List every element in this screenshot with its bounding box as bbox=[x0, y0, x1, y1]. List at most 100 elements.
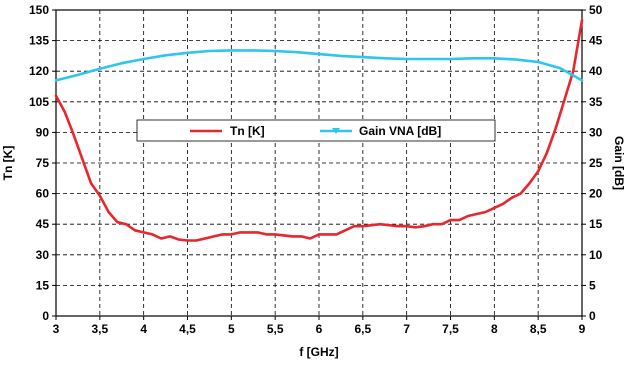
data-point-gain bbox=[537, 61, 540, 63]
y-right-tick-label: 20 bbox=[589, 187, 603, 201]
data-point-tn bbox=[283, 234, 285, 237]
data-point-gain bbox=[361, 56, 364, 58]
data-point-tn bbox=[493, 207, 496, 209]
data-point-gain bbox=[559, 67, 561, 69]
data-point-tn bbox=[502, 202, 504, 205]
y-right-tick-label: 45 bbox=[589, 34, 603, 48]
data-point-tn bbox=[230, 233, 233, 236]
y-right-tick-label: 10 bbox=[589, 248, 603, 262]
data-point-tn bbox=[98, 194, 101, 197]
data-point-tn bbox=[204, 237, 206, 240]
data-point-tn bbox=[300, 235, 303, 238]
data-point-tn bbox=[90, 182, 92, 185]
y-left-tick-label: 135 bbox=[29, 34, 49, 48]
data-point-tn bbox=[160, 237, 163, 240]
data-point-gain bbox=[55, 79, 57, 82]
y-left-tick-label: 90 bbox=[36, 125, 50, 139]
data-point-gain bbox=[405, 58, 408, 60]
legend-label-gain: Gain VNA [dB] bbox=[359, 124, 441, 138]
y-right-tick-label: 25 bbox=[589, 156, 603, 170]
y-right-tick-label: 0 bbox=[589, 309, 596, 323]
data-point-tn bbox=[467, 215, 469, 217]
x-axis-title: f [GHz] bbox=[299, 345, 338, 359]
data-point-tn bbox=[414, 226, 417, 229]
data-point-gain bbox=[142, 58, 145, 60]
y-left-tick-label: 120 bbox=[29, 64, 49, 78]
data-point-gain bbox=[493, 57, 496, 60]
data-point-tn bbox=[397, 225, 399, 228]
data-point-gain bbox=[252, 49, 255, 52]
y-right-tick-label: 35 bbox=[589, 95, 603, 109]
data-point-tn bbox=[519, 192, 522, 195]
data-point-tn bbox=[309, 237, 312, 240]
data-point-tn bbox=[63, 111, 66, 113]
data-point-tn bbox=[291, 235, 294, 238]
data-point-gain bbox=[427, 58, 430, 60]
data-point-tn bbox=[572, 70, 575, 73]
data-point-tn bbox=[151, 233, 154, 236]
data-point-tn bbox=[458, 219, 461, 222]
data-point-gain bbox=[77, 74, 79, 76]
data-point-gain bbox=[98, 67, 101, 70]
data-point-tn bbox=[248, 231, 250, 234]
data-point-tn bbox=[353, 225, 355, 228]
data-point-tn bbox=[212, 235, 215, 238]
y-axis-right-title: Gain [dB] bbox=[612, 136, 625, 190]
data-point-tn bbox=[116, 221, 119, 224]
data-point-tn bbox=[335, 233, 338, 236]
data-point-tn bbox=[55, 94, 57, 97]
x-tick-label: 7 bbox=[403, 322, 410, 336]
data-point-tn bbox=[537, 170, 540, 173]
data-point-tn bbox=[318, 233, 320, 236]
y-right-tick-label: 50 bbox=[589, 3, 603, 17]
data-point-gain bbox=[471, 57, 474, 60]
data-point-tn bbox=[239, 231, 242, 234]
data-point-gain bbox=[274, 50, 277, 52]
y-left-tick-label: 45 bbox=[36, 217, 50, 231]
data-point-tn bbox=[370, 224, 373, 227]
data-point-tn bbox=[221, 233, 224, 236]
data-point-gain bbox=[449, 58, 452, 60]
data-point-gain bbox=[296, 51, 298, 54]
data-point-tn bbox=[256, 231, 259, 234]
data-point-tn bbox=[169, 235, 171, 238]
legend: Tn [K] Gain VNA [dB] bbox=[136, 119, 496, 142]
y-left-tick-label: 60 bbox=[36, 187, 50, 201]
data-point-tn bbox=[274, 233, 277, 236]
y-left-tick-label: 105 bbox=[29, 95, 49, 109]
series-lines bbox=[54, 18, 584, 242]
legend-label-tn: Tn [K] bbox=[230, 124, 265, 138]
y-left-tick-label: 0 bbox=[42, 309, 49, 323]
x-tick-label: 7,5 bbox=[442, 322, 459, 336]
data-point-tn bbox=[81, 158, 84, 160]
legend-swatch-gain-marker bbox=[332, 128, 340, 134]
data-point-tn bbox=[344, 229, 347, 232]
y-left-tick-label: 75 bbox=[36, 156, 50, 170]
data-point-gain bbox=[383, 57, 386, 60]
data-point-tn bbox=[326, 233, 329, 236]
data-point-tn bbox=[528, 182, 531, 185]
data-point-tn bbox=[511, 196, 513, 199]
y-left-tick-label: 150 bbox=[29, 3, 49, 17]
data-point-gain bbox=[186, 51, 189, 54]
y-axis-left-title: Tn [K] bbox=[1, 146, 15, 181]
y-right-tick-label: 15 bbox=[589, 217, 603, 231]
x-tick-label: 4,5 bbox=[179, 322, 196, 336]
data-point-tn bbox=[388, 224, 390, 227]
data-point-gain bbox=[318, 53, 320, 55]
data-point-tn bbox=[134, 229, 136, 232]
x-tick-label: 3 bbox=[53, 322, 60, 336]
data-point-gain bbox=[208, 50, 211, 52]
data-point-tn bbox=[265, 233, 268, 236]
x-tick-label: 9 bbox=[579, 322, 586, 336]
data-point-tn bbox=[554, 127, 557, 130]
grid bbox=[52, 9, 586, 320]
data-point-gain bbox=[164, 54, 167, 57]
data-point-tn bbox=[484, 211, 487, 213]
data-point-gain bbox=[515, 58, 518, 61]
data-point-tn bbox=[379, 223, 382, 226]
tick-labels: 3 3,5 4 4,5 5 5,5 6 6,5 7 7,5 8 8,5 9015304560759010… bbox=[29, 3, 603, 336]
y-right-tick-label: 30 bbox=[589, 125, 603, 139]
data-point-tn bbox=[125, 223, 127, 226]
